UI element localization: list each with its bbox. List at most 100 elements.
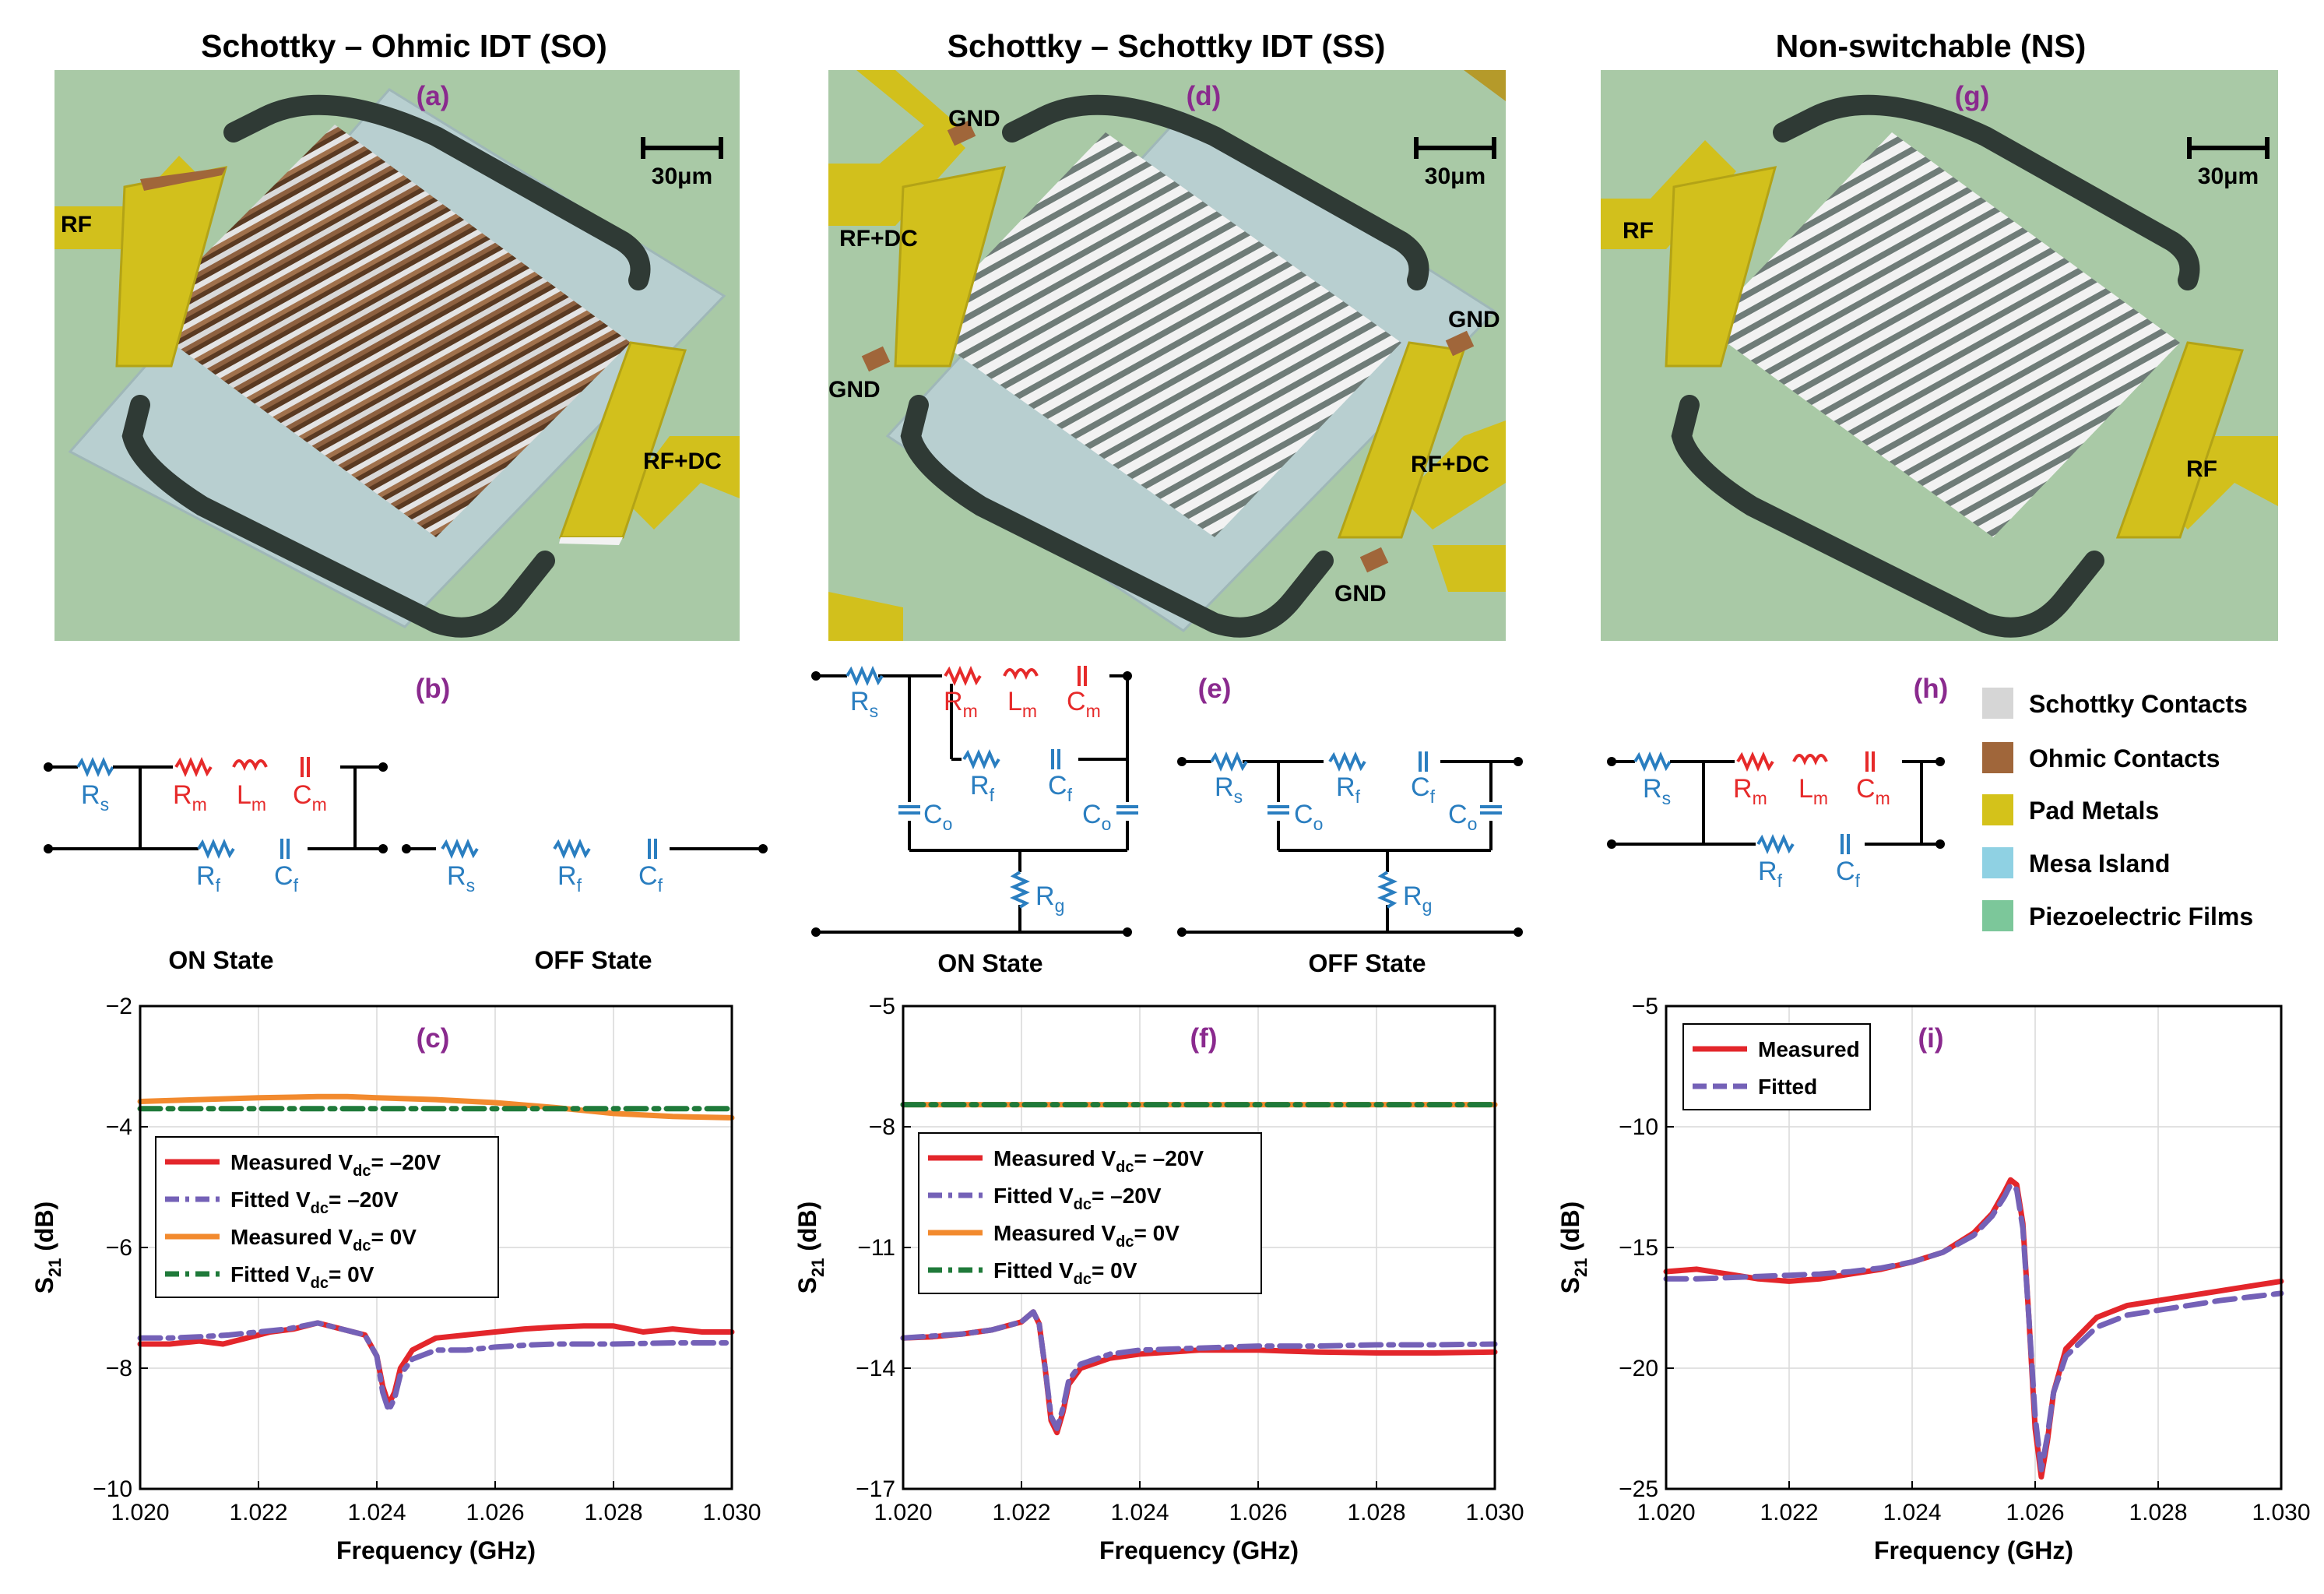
series-line-fitted-vdc-20v <box>900 1309 1498 1431</box>
y-tick-label: −4 <box>106 1114 132 1140</box>
x-tick-label: 1.024 <box>347 1500 406 1525</box>
chart-c: 1.020 1.022 1.024 1.026 1.028 1.030 −10 −8 −6 −4 −… <box>30 994 761 1564</box>
legend-label: Measured Vdc= –20V <box>230 1150 441 1180</box>
x-tick-label: 1.030 <box>702 1500 761 1525</box>
symbol-rg: Rg <box>1403 881 1432 916</box>
x-tick-label: 1.024 <box>1110 1500 1169 1525</box>
legend-swatch-pad <box>1982 794 2013 825</box>
legend-label: Fitted Vdc= –20V <box>230 1188 399 1217</box>
symbol-lm: Lm <box>237 780 266 815</box>
symbol-co: Co <box>1082 800 1111 834</box>
legend-swatch-mesa <box>1982 847 2013 878</box>
scale-bar-label: 30μm <box>1425 164 1485 189</box>
symbol-co: Co <box>1448 800 1477 834</box>
circuit-b-on <box>44 757 388 859</box>
x-tick-label: 1.026 <box>2006 1500 2064 1525</box>
circuit-e-on <box>811 666 1138 937</box>
y-tick-label: −8 <box>869 1114 895 1140</box>
series-line-measured-vdc-0v <box>137 1093 735 1121</box>
symbol-rf: Rf <box>557 861 582 896</box>
x-tick-label: 1.026 <box>1229 1500 1287 1525</box>
scale-bar-label: 30μm <box>652 164 712 189</box>
symbol-rm: Rm <box>944 687 978 721</box>
device-label-gnd: GND <box>1334 581 1387 607</box>
material-legend: Schottky Contacts Ohmic Contacts Pad Met… <box>1982 688 2253 931</box>
plot-frame <box>902 1005 1496 1490</box>
y-tick-label: −8 <box>106 1356 132 1381</box>
panel-label-h: (h) <box>1914 674 1949 704</box>
panel-label-a: (a) <box>417 81 450 111</box>
state-label-on: ON State <box>168 946 273 974</box>
y-tick-label: −17 <box>856 1476 895 1502</box>
x-tick-label: 1.022 <box>992 1500 1050 1525</box>
symbol-co: Co <box>1294 800 1323 834</box>
y-tick-label: −25 <box>1619 1476 1658 1502</box>
symbol-rf: Rf <box>196 861 221 896</box>
symbol-lm: Lm <box>1007 687 1037 721</box>
symbol-cf: Cf <box>1836 857 1861 891</box>
legend-label: Measured Vdc= 0V <box>993 1221 1180 1251</box>
y-tick-label: −2 <box>106 994 132 1019</box>
legend-box <box>1682 1023 1871 1110</box>
device-render-g <box>1601 70 2278 641</box>
plot-frame <box>139 1005 733 1490</box>
chart-f: 1.020 1.022 1.024 1.026 1.028 1.030 −17 −14 −11 −… <box>793 994 1524 1564</box>
state-label-off: OFF State <box>534 946 652 974</box>
symbol-rm: Rm <box>1733 774 1767 808</box>
device-label-rfdc: RF+DC <box>643 449 722 474</box>
scale-bar-label: 30μm <box>2198 164 2259 189</box>
symbol-lm: Lm <box>1798 774 1828 808</box>
series-line-measured <box>1663 1177 2284 1480</box>
state-label-off: OFF State <box>1308 949 1426 977</box>
scale-bar-a: 30μm <box>641 137 723 189</box>
y-tick-label: −10 <box>1619 1114 1658 1140</box>
device-label-rf: RF <box>61 212 92 238</box>
x-tick-label: 1.026 <box>466 1500 524 1525</box>
circuit-b-off <box>402 839 768 859</box>
symbol-rf: Rf <box>1336 772 1361 807</box>
symbol-rg: Rg <box>1035 881 1064 916</box>
y-tick-label: −5 <box>869 994 895 1019</box>
symbol-rs: Rs <box>1643 774 1671 808</box>
y-tick-label: −6 <box>106 1235 132 1261</box>
device-label-rf: RF <box>2186 456 2217 482</box>
legend-label: Fitted <box>1758 1075 1817 1099</box>
panel-label-e: (e) <box>1198 674 1232 704</box>
circuit-h <box>1607 751 1945 854</box>
heading-ss: Schottky – Schottky IDT (SS) <box>948 28 1386 64</box>
device-label-rfdc: RF+DC <box>839 226 918 252</box>
legend-label: Measured Vdc= –20V <box>993 1146 1204 1176</box>
device-label-rf: RF <box>1623 218 1654 244</box>
scale-bar-d: 30μm <box>1414 137 1496 189</box>
symbol-rs: Rs <box>1215 772 1243 807</box>
x-tick-label: 1.022 <box>1760 1500 1818 1525</box>
y-tick-label: −15 <box>1619 1235 1658 1261</box>
symbol-cf: Cf <box>274 861 299 896</box>
symbol-rf: Rf <box>1758 857 1783 891</box>
legend-label: Schottky Contacts <box>2029 690 2248 718</box>
series-line-fitted-vdc-20v <box>137 1320 735 1413</box>
legend-label: Fitted Vdc= –20V <box>993 1184 1162 1213</box>
device-label-rfdc: RF+DC <box>1411 452 1489 477</box>
device-label-gnd: GND <box>828 377 881 403</box>
legend-label: Fitted Vdc= 0V <box>230 1262 374 1292</box>
scale-bar-g: 30μm <box>2187 137 2270 189</box>
state-label-on: ON State <box>937 949 1042 977</box>
legend-label: Measured <box>1758 1037 1860 1061</box>
x-axis-label: Frequency (GHz) <box>1874 1536 2073 1564</box>
legend-label: Ohmic Contacts <box>2029 744 2220 772</box>
heading-so: Schottky – Ohmic IDT (SO) <box>201 28 607 64</box>
symbol-cf: Cf <box>1048 771 1073 805</box>
y-tick-label: −20 <box>1619 1356 1658 1381</box>
panel-label-b: (b) <box>416 674 451 704</box>
x-tick-label: 1.022 <box>229 1500 287 1525</box>
symbol-rm: Rm <box>173 780 207 815</box>
x-tick-label: 1.024 <box>1883 1500 1941 1525</box>
y-axis-label: S21 (dB) <box>793 1202 828 1294</box>
symbol-rf: Rf <box>970 771 995 805</box>
x-tick-label: 1.020 <box>111 1500 169 1525</box>
legend-swatch-schottky <box>1982 688 2013 719</box>
symbol-cm: Cm <box>1067 687 1101 721</box>
device-label-gnd: GND <box>948 106 1000 132</box>
